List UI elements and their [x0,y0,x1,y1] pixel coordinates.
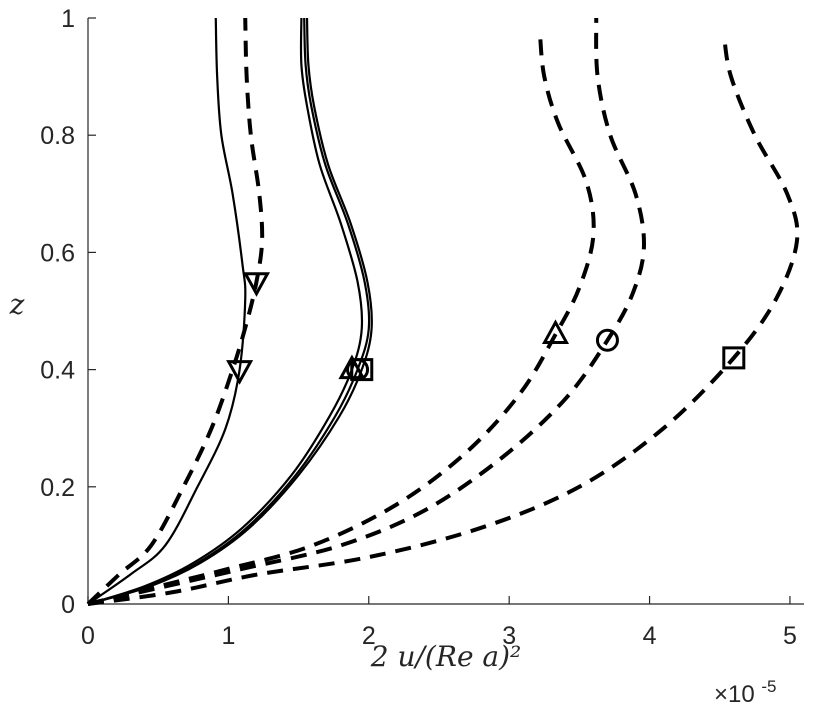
x-tick-label: 1 [221,622,235,650]
x-tick-label: 2 [362,622,376,650]
tick-labels: 0 1 2 3 4 5 0 0.2 0.4 0.6 0.8 1 [40,5,797,650]
axis-labels: 2 u/(Re a)² z ×10 -5 [9,288,777,708]
x-exponent-power: -5 [761,677,776,696]
x-exponent-base: ×10 [714,681,755,708]
x-axis-exponent: ×10 -5 [714,677,777,708]
y-tick-label: 1 [61,5,75,33]
series-line-5 [87,17,373,606]
series-line-8 [87,35,800,606]
series-line-4 [87,17,371,606]
series-line-7 [87,17,646,606]
y-axis-label: z [9,288,25,321]
axes [87,17,804,605]
series-line-2 [86,17,265,606]
series-marker-7 [595,328,619,352]
x-tick-label: 0 [81,622,95,650]
series-marker-2 [242,272,271,297]
y-tick-label: 0.6 [40,239,75,267]
series-marker-1 [226,360,254,385]
y-tick-label: 0.8 [40,122,75,150]
marker-layer [226,272,746,385]
series-layer [86,17,800,606]
y-tick-label: 0.2 [40,474,75,502]
series-line-3 [87,17,364,606]
x-tick-label: 5 [783,622,797,650]
series-line-6 [87,35,596,606]
x-tick-label: 3 [502,622,516,650]
x-tick-label: 4 [643,622,657,650]
x-axis-label: 2 u/(Re a)² [370,640,522,673]
y-tick-label: 0.4 [40,357,75,385]
series-marker-6 [541,319,570,344]
series-marker-5 [350,358,374,382]
y-tick-label: 0 [61,591,75,619]
series-marker-8 [722,346,746,370]
